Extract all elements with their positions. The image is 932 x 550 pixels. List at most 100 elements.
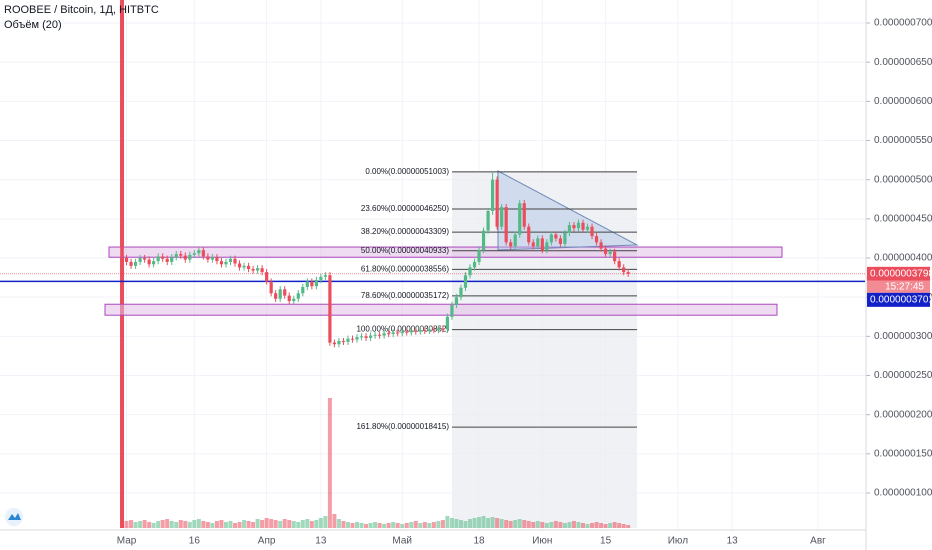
fib-label: 0.00%(0.00000051003)	[365, 167, 449, 176]
candle-body	[156, 256, 160, 262]
volume-bar	[219, 520, 224, 528]
volume-bar	[233, 523, 238, 528]
candle-body	[260, 268, 264, 273]
volume-bar	[486, 518, 491, 528]
volume-bar	[409, 522, 414, 528]
volume-bar	[169, 521, 174, 528]
volume-bar	[305, 519, 310, 528]
volume-bar	[458, 520, 463, 528]
candle-body	[210, 257, 215, 260]
candle-body	[278, 289, 282, 299]
volume-bar	[535, 521, 540, 528]
volume-bar	[436, 521, 441, 528]
candle-body	[477, 250, 481, 262]
candle-body	[414, 330, 418, 332]
axes: 0.00000070000 0.00000065000 0.00000060000 0…	[117, 18, 932, 547]
volume-bar	[612, 522, 617, 528]
y-tick-label: 0.00000040000	[874, 253, 932, 264]
candle-body	[387, 333, 391, 335]
candle-body	[215, 257, 219, 262]
candle-body	[495, 179, 499, 227]
candle-body	[341, 341, 346, 343]
y-tick-label: 0.00000060000	[874, 96, 932, 107]
volume-bar	[449, 518, 454, 528]
volume-bar	[463, 521, 468, 528]
volume-bar	[549, 522, 554, 528]
fib-label: 50.00%(0.00000040933)	[361, 246, 449, 255]
y-tick-label: 0.00000025000	[874, 370, 932, 381]
volume-bar	[223, 522, 228, 528]
volume-bar	[156, 521, 161, 528]
candle-body	[450, 305, 454, 317]
volume-bar	[242, 520, 247, 528]
volume-bar	[237, 522, 242, 528]
volume-bar	[513, 520, 518, 528]
x-tick-label: Май	[392, 536, 412, 547]
candle-body	[405, 331, 409, 333]
x-tick-label: 13	[727, 536, 739, 547]
candle-body	[617, 261, 621, 268]
candle-body	[603, 248, 608, 255]
candle-body	[129, 261, 133, 266]
volume-bar	[445, 516, 450, 528]
candle-body	[590, 226, 594, 237]
candle-body	[454, 297, 459, 306]
x-tick-label: 18	[473, 536, 485, 547]
volume-bar	[400, 524, 405, 528]
fib-label: 161.80%(0.00000018415)	[356, 422, 449, 431]
volume-bar	[540, 522, 545, 528]
volume-bar	[404, 523, 409, 528]
candle-body	[332, 342, 337, 345]
candle-body	[531, 242, 535, 247]
volume-bar	[368, 523, 373, 528]
volume-bar	[567, 522, 572, 528]
logo	[5, 508, 23, 526]
volume-bar	[576, 522, 581, 528]
volume-bar	[562, 523, 567, 528]
candle-body	[174, 254, 178, 258]
volume-bar	[395, 523, 400, 528]
x-tick-label: Авг	[810, 536, 826, 547]
candle-body	[463, 275, 468, 288]
volume-bar	[151, 523, 156, 528]
price-pane	[0, 171, 865, 348]
volume-bar	[147, 522, 152, 528]
candle-body	[228, 258, 233, 262]
candle-body	[540, 238, 544, 251]
volume-bar	[499, 519, 504, 528]
zone	[108, 246, 783, 258]
y-tick-label: 0.00000030000	[874, 331, 932, 342]
volume-bar	[165, 519, 170, 528]
volume-bar	[590, 523, 595, 528]
candle-body	[359, 336, 364, 338]
price-line-box	[867, 292, 930, 307]
candle-body	[581, 222, 585, 230]
candle-body	[545, 242, 549, 251]
candle-body	[269, 281, 273, 294]
candle-body	[188, 254, 192, 260]
volume-bar	[318, 518, 323, 528]
candle-body	[337, 341, 341, 345]
candle-body	[491, 179, 495, 212]
x-tick-label: 15	[600, 536, 612, 547]
volume-bar	[291, 521, 296, 528]
volume-bar	[544, 523, 549, 528]
chart-title: ROOBEE / Bitcoin, 1Д, HITBTC	[4, 4, 159, 16]
candle-body	[197, 250, 201, 254]
volume-bar	[192, 520, 197, 528]
y-tick-label: 0.00000065000	[874, 57, 932, 68]
candle-body	[549, 234, 553, 243]
x-tick-label: Апр	[258, 536, 276, 547]
candle-body	[622, 267, 626, 273]
volume-bar	[531, 522, 536, 528]
candle-body	[319, 276, 323, 280]
volume-bar	[133, 522, 138, 528]
candle-body	[355, 337, 359, 340]
volume-bar	[201, 521, 206, 528]
volume-bar	[391, 522, 396, 528]
volume-bar	[517, 519, 522, 528]
fib-label: 78.60%(0.00000035172)	[361, 291, 449, 300]
indicator-label: Объём (20)	[4, 19, 62, 31]
volume-bar	[621, 524, 626, 528]
candle-body	[283, 289, 287, 296]
